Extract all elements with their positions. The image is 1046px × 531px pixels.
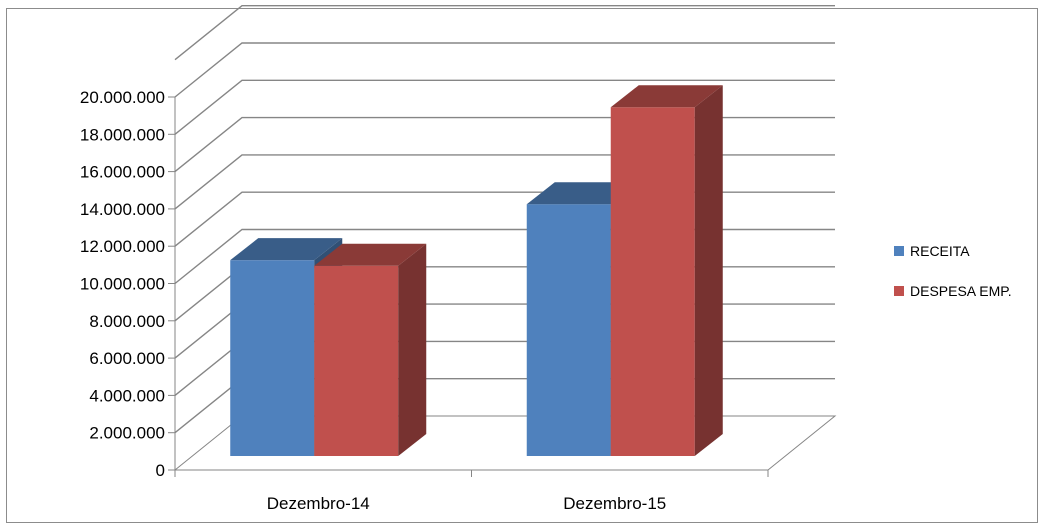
bar-side <box>694 85 723 457</box>
y-axis-ticks: 0 2.000.000 4.000.000 6.000.000 8.000.000 10.… <box>80 88 165 480</box>
bar-side <box>398 243 427 456</box>
bar-front <box>610 107 695 457</box>
x-axis-labels: Dezembro-14 Dezembro-15 <box>267 494 667 513</box>
gridline <box>174 79 835 135</box>
y-tick-label: 0 <box>156 461 165 480</box>
gridline <box>174 42 835 98</box>
gridline <box>174 116 835 173</box>
bar-front <box>314 265 399 456</box>
bar <box>314 243 427 456</box>
bar-top <box>314 243 427 266</box>
bars <box>230 85 723 457</box>
bar-front <box>230 260 315 456</box>
x-tick-label: Dezembro-14 <box>267 494 370 513</box>
gridline <box>174 5 835 61</box>
legend: RECEITA DESPESA EMP. <box>894 243 1012 299</box>
legend-label: RECEITA <box>910 243 970 259</box>
bar-top <box>610 85 723 108</box>
x-tick-label: Dezembro-15 <box>563 494 666 513</box>
y-tick-label: 6.000.000 <box>89 349 165 368</box>
gridline <box>174 154 835 210</box>
y-tick-label: 14.000.000 <box>80 200 165 219</box>
y-tick-label: 4.000.000 <box>89 386 165 405</box>
bar <box>610 85 723 457</box>
y-tick-label: 10.000.000 <box>80 275 165 294</box>
y-tick-label: 8.000.000 <box>89 312 165 331</box>
bar-front <box>526 204 611 456</box>
legend-swatch <box>894 286 904 296</box>
y-tick-label: 18.000.000 <box>80 125 165 144</box>
legend-swatch <box>894 246 904 256</box>
y-tick-label: 20.000.000 <box>80 88 165 107</box>
gridline <box>174 191 835 247</box>
y-tick-label: 16.000.000 <box>80 163 165 182</box>
y-tick-label: 2.000.000 <box>89 424 165 443</box>
bar-top <box>230 238 343 261</box>
legend-label: DESPESA EMP. <box>910 283 1012 299</box>
y-tick-label: 12.000.000 <box>80 237 165 256</box>
